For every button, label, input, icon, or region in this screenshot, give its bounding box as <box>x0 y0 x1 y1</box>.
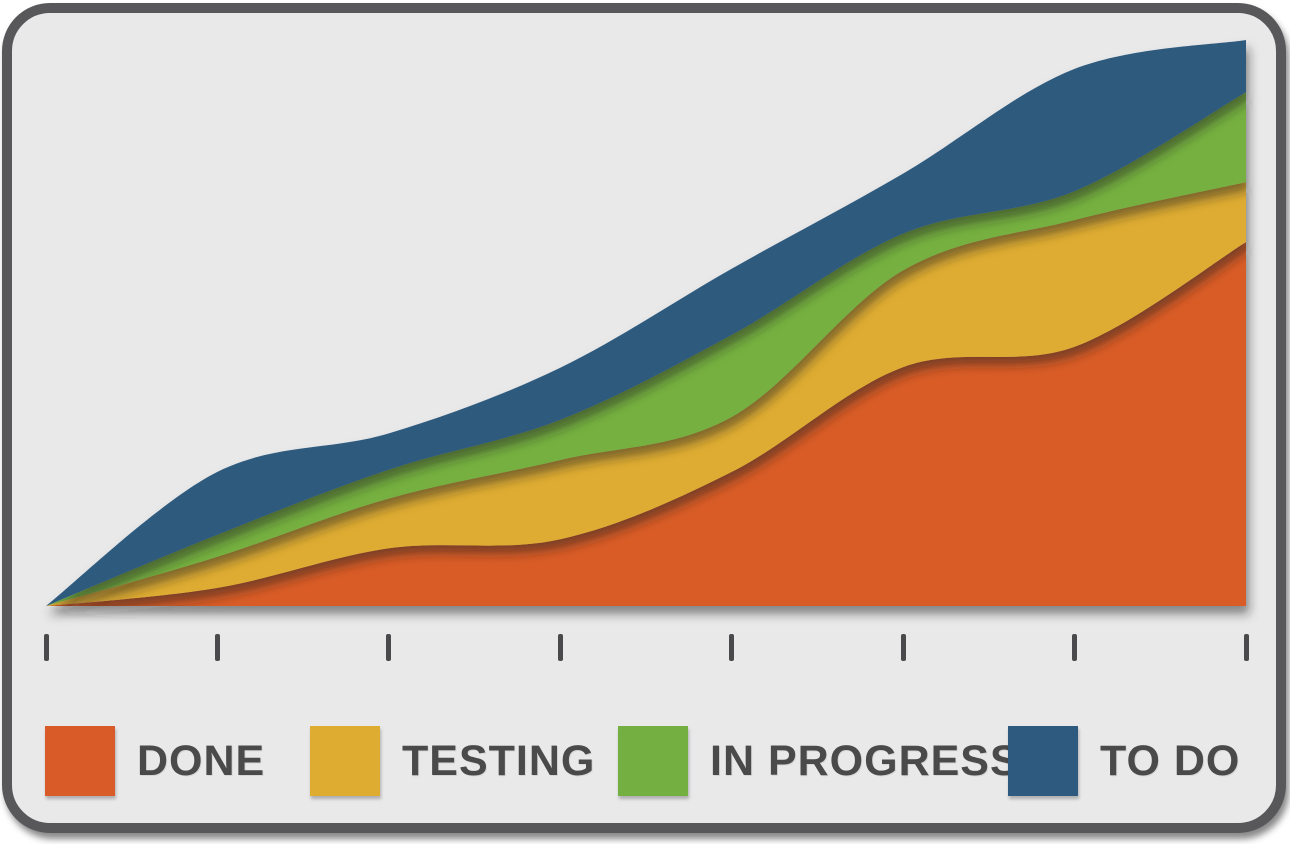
axis-tick <box>1243 634 1249 661</box>
axis-tick <box>729 634 735 661</box>
in-progress-color-swatch <box>618 726 688 796</box>
legend-item-testing: TESTING <box>310 726 595 796</box>
axis-tick <box>1072 634 1078 661</box>
testing-color-swatch <box>310 726 380 796</box>
legend-label-testing: TESTING <box>402 736 596 785</box>
axis-tick <box>214 634 220 661</box>
axis-tick <box>900 634 906 661</box>
done-color-swatch <box>45 726 115 796</box>
axis-tick <box>386 634 392 661</box>
legend-item-done: DONE <box>45 726 265 796</box>
legend-label-to-do: TO DO <box>1100 736 1241 785</box>
axis-tick <box>43 634 49 661</box>
legend-item-to-do: TO DO <box>1008 726 1240 796</box>
legend-item-in-progress: IN PROGRESS <box>618 726 1020 796</box>
axis-tick <box>557 634 563 661</box>
to-do-color-swatch <box>1008 726 1078 796</box>
legend-label-in-progress: IN PROGRESS <box>710 736 1020 785</box>
legend-label-done: DONE <box>137 736 266 785</box>
